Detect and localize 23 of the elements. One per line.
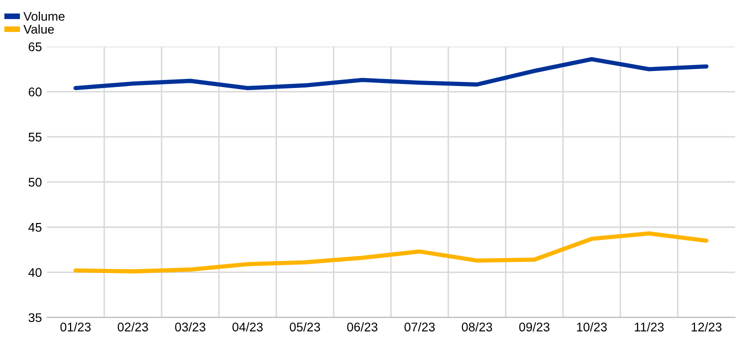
- y-tick-label: 40: [28, 268, 42, 277]
- y-tick-label: 55: [28, 132, 42, 142]
- x-tick-label: 11/23: [634, 322, 664, 332]
- x-tick-label: 08/23: [462, 322, 492, 332]
- x-tick-label: 10/23: [577, 322, 607, 332]
- y-tick-label: 35: [28, 313, 42, 322]
- x-tick-label: 01/23: [60, 322, 91, 332]
- y-tick-label: 65: [28, 42, 42, 52]
- legend-label: Volume: [23, 12, 65, 21]
- x-tick-label: 07/23: [404, 322, 435, 332]
- y-tick-label: 60: [28, 88, 42, 96]
- x-tick-label: 12/23: [692, 322, 722, 332]
- y-tick-label: 45: [28, 223, 42, 232]
- legend-label: Value: [23, 24, 54, 34]
- line-series: [73, 57, 708, 90]
- x-tick-label: 02/23: [118, 322, 148, 332]
- x-tick-label: 04/23: [232, 322, 263, 332]
- line-series: [73, 231, 708, 274]
- x-tick-label: 09/23: [519, 322, 550, 332]
- x-tick-label: 05/23: [290, 322, 320, 332]
- y-tick-label: 50: [28, 178, 42, 187]
- x-tick-label: 03/23: [175, 322, 206, 332]
- x-tick-label: 06/23: [347, 322, 378, 332]
